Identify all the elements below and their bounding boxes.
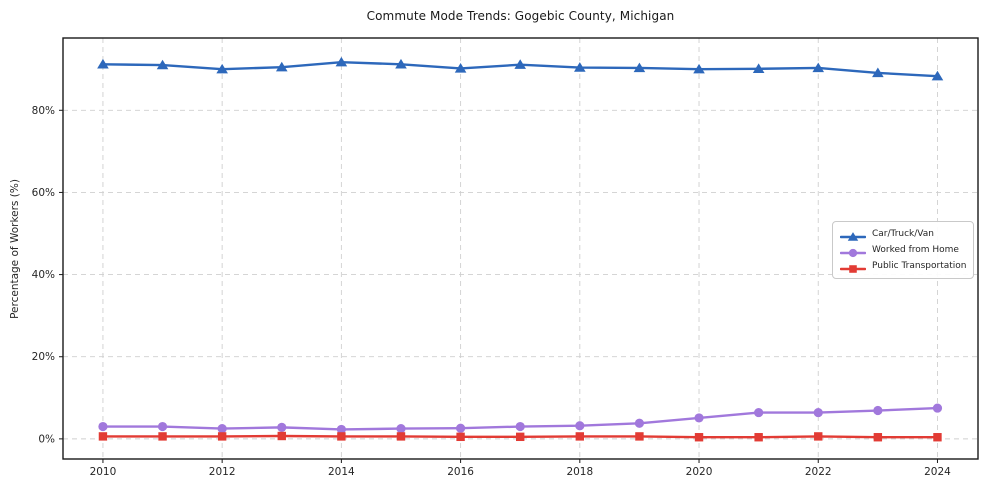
x-tick-label: 2022 xyxy=(805,466,832,478)
data-point-car-truck-van-2018 xyxy=(574,62,586,72)
x-tick-label: 2020 xyxy=(686,466,713,478)
data-point-car-truck-van-2012 xyxy=(216,63,228,74)
data-point-worked-from-home-2023 xyxy=(873,405,883,416)
y-tick-label: 0% xyxy=(38,433,55,445)
data-point-car-truck-van-2023 xyxy=(872,67,884,78)
data-point-public-transportation-2015 xyxy=(396,432,406,441)
data-point-car-truck-van-2010 xyxy=(97,58,109,69)
x-tick-label: 2010 xyxy=(90,466,117,478)
data-point-worked-from-home-2013 xyxy=(277,422,287,432)
legend-item-public-transportation: Public Transportation xyxy=(839,260,967,273)
triangle-line-marker-icon xyxy=(839,228,867,241)
legend: Car/Truck/Van Worked from Home Public Tr… xyxy=(832,221,974,279)
data-point-public-transportation-2024 xyxy=(933,433,942,442)
data-point-public-transportation-2012 xyxy=(217,432,227,441)
y-tick-label: 20% xyxy=(32,351,55,363)
data-point-worked-from-home-2015 xyxy=(396,424,406,434)
data-point-car-truck-van-2020 xyxy=(693,63,705,74)
data-point-worked-from-home-2014 xyxy=(336,424,346,435)
data-point-public-transportation-2018 xyxy=(575,432,585,441)
plot-frame xyxy=(62,37,979,460)
data-point-worked-from-home-2016 xyxy=(455,423,466,433)
data-point-car-truck-van-2011 xyxy=(156,59,169,70)
data-point-public-transportation-2021 xyxy=(754,433,763,442)
data-point-car-truck-van-2016 xyxy=(454,62,467,73)
data-point-worked-from-home-2022 xyxy=(813,407,823,418)
data-point-worked-from-home-2024 xyxy=(932,403,943,413)
data-point-public-transportation-2022 xyxy=(814,432,823,441)
data-point-public-transportation-2017 xyxy=(516,432,525,442)
y-tick-label: 60% xyxy=(32,187,55,199)
legend-swatch-svg xyxy=(839,232,867,241)
data-point-worked-from-home-2010 xyxy=(98,421,108,432)
legend-item-worked-from-home: Worked from Home xyxy=(839,244,967,258)
plot-area-svg: 0% 20% 40% 60% 80% 2010 2012 2014 2016 2018 2020 20… xyxy=(32,37,979,478)
legend-swatch-svg xyxy=(839,248,867,258)
y-axis-label: Percentage of Workers (%) xyxy=(9,179,21,319)
x-tick-label: 2024 xyxy=(924,466,951,478)
legend-item-car-truck-van: Car/Truck/Van xyxy=(839,228,967,241)
legend-swatch-svg xyxy=(839,265,867,273)
legend-label: Car/Truck/Van xyxy=(872,229,934,239)
data-point-public-transportation-2016 xyxy=(456,432,465,442)
y-tick-label: 80% xyxy=(32,105,55,117)
chart-title: Commute Mode Trends: Gogebic County, Mic… xyxy=(366,9,675,23)
x-tick-label: 2018 xyxy=(566,466,593,478)
data-point-public-transportation-2019 xyxy=(635,432,644,441)
circle-line-marker-icon xyxy=(839,244,867,258)
data-point-public-transportation-2014 xyxy=(337,432,346,441)
data-point-car-truck-van-2019 xyxy=(633,62,646,73)
legend-label: Public Transportation xyxy=(872,261,967,271)
x-tick-label: 2012 xyxy=(209,466,236,478)
x-tick-label: 2014 xyxy=(328,466,355,478)
data-point-public-transportation-2020 xyxy=(694,433,704,442)
data-point-public-transportation-2010 xyxy=(98,432,108,441)
square-line-marker-icon xyxy=(839,260,867,273)
data-point-car-truck-van-2022 xyxy=(812,62,825,73)
y-tick-label: 40% xyxy=(32,269,55,281)
data-point-worked-from-home-2012 xyxy=(217,424,227,434)
data-point-worked-from-home-2019 xyxy=(634,418,645,428)
data-point-worked-from-home-2021 xyxy=(754,407,764,418)
legend-circle-marker xyxy=(848,248,858,258)
data-point-public-transportation-2011 xyxy=(158,432,167,441)
data-point-car-truck-van-2017 xyxy=(514,59,527,69)
data-point-car-truck-van-2021 xyxy=(752,63,765,74)
legend-label: Worked from Home xyxy=(872,245,959,255)
data-point-public-transportation-2013 xyxy=(277,431,286,441)
data-point-worked-from-home-2017 xyxy=(515,421,525,432)
data-point-car-truck-van-2024 xyxy=(931,70,944,81)
data-point-worked-from-home-2020 xyxy=(694,413,704,423)
data-point-worked-from-home-2018 xyxy=(575,421,585,431)
data-point-car-truck-van-2014 xyxy=(335,56,348,67)
legend-square-marker xyxy=(849,265,857,273)
data-point-car-truck-van-2015 xyxy=(395,58,407,69)
x-tick-label: 2016 xyxy=(447,466,474,478)
legend-triangle-marker xyxy=(847,232,859,241)
data-point-worked-from-home-2011 xyxy=(157,421,168,432)
data-point-public-transportation-2023 xyxy=(873,433,883,442)
data-point-car-truck-van-2013 xyxy=(275,61,288,72)
